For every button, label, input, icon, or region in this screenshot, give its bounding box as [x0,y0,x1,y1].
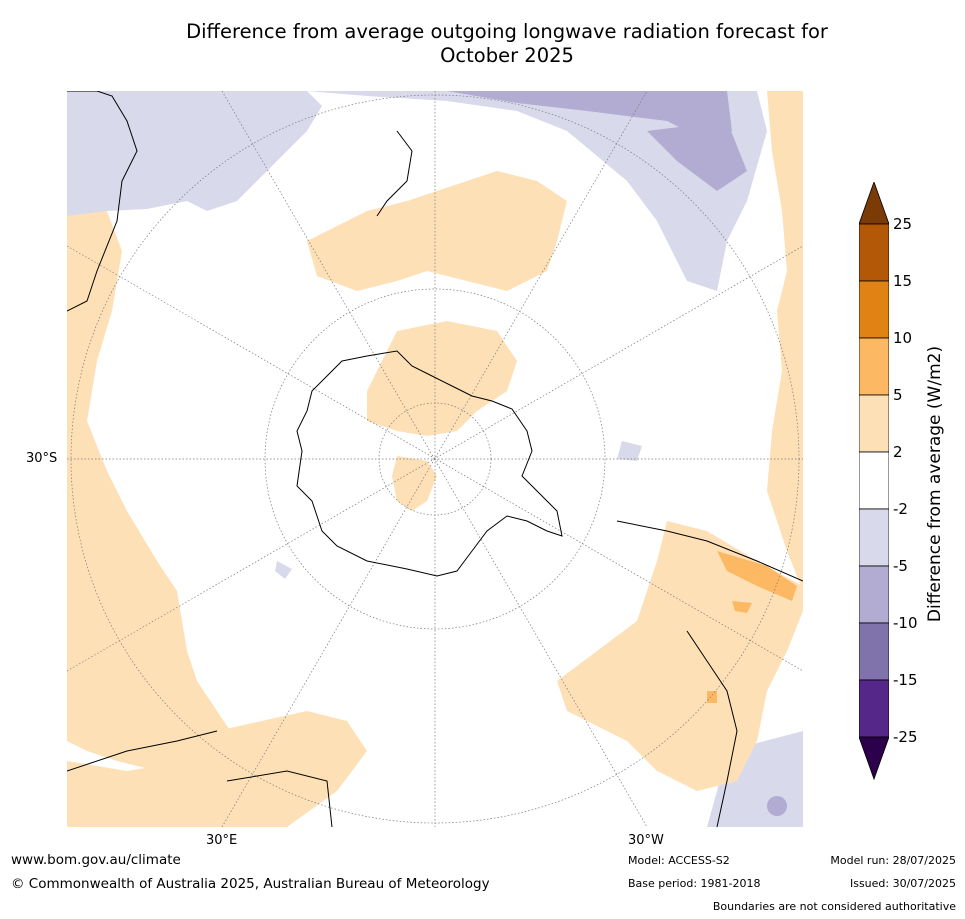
colorbar-band-10-15 [859,280,889,339]
colorbar-band-neg2-neg5 [859,508,889,567]
colorbar-band-15-25 [859,223,889,282]
model-run-date: Model run: 28/07/2025 [830,854,956,867]
model-info: Model: ACCESS-S2 [628,854,730,867]
anomaly-region-neg-strong-2 [647,121,747,191]
colorbar-band-5-10 [859,337,889,396]
anomaly-region-pos-central [367,321,517,436]
colorbar-extend-bottom [859,736,889,781]
anomaly-region-pos-mid-orange-3 [707,691,717,703]
coastline-australia [67,91,138,312]
coastline-africa [67,730,333,827]
coastline-antarctica [296,350,563,577]
chart-title: Difference from average outgoing longwav… [186,20,828,67]
longitude-label-30w: 30°W [628,833,664,848]
anomaly-region-neg-north [307,91,767,291]
colorbar-tick-label: 15 [893,272,913,290]
latitude-circle-mid [264,288,606,630]
anomaly-region-pos-south-america [557,521,803,791]
anomaly-region-neg-strong [447,91,732,141]
coastlines [67,91,803,827]
colorbar-band-neutral [859,451,889,510]
anomaly-region-pos-east [767,91,803,591]
colorbar-tick-label: -25 [893,728,918,746]
polar-map[interactable] [67,91,803,827]
graticule [67,91,803,827]
coastline-new-zealand [376,130,413,217]
colorbar-tick-label: 25 [893,215,913,233]
boundary-disclaimer: Boundaries are not considered authoritat… [712,900,956,913]
anomaly-region-pos-pole [392,456,437,511]
meridian-line-60w [67,245,803,672]
colorbar-tick-label: 2 [893,443,903,461]
colorbar [859,182,889,781]
coastline-south-america [616,520,803,827]
negative-anomaly-regions [67,91,803,827]
anomaly-region-pos-mid-orange-2 [732,601,752,613]
copyright-notice: © Commonwealth of Australia 2025, Austra… [11,876,490,892]
anomaly-region-pos-west [67,211,237,781]
positive-anomaly-regions [67,91,803,827]
map-svg [67,91,803,827]
anomaly-region-neg-small [617,441,642,461]
colorbar-band-neg15-neg25 [859,679,889,738]
base-period-info: Base period: 1981-2018 [628,877,761,890]
colorbar-tick-label: -2 [893,500,908,518]
colorbar-band-neg5-neg10 [859,565,889,624]
colorbar-tick-label: 10 [893,329,913,347]
issued-date: Issued: 30/07/2025 [849,877,956,890]
source-url-link[interactable]: www.bom.gov.au/climate [11,852,181,868]
longitude-label-30e: 30°E [206,833,238,848]
colorbar-extend-top [859,182,889,225]
anomaly-spot-neg [767,796,787,816]
colorbar-band-neg10-neg15 [859,622,889,681]
colorbar-label: Difference from average (W/m2) [925,345,945,623]
colorbar-tick-label: 5 [893,386,903,404]
anomaly-region-pos-south [67,711,367,827]
latitude-label-30s: 30°S [26,451,58,466]
anomaly-region-neg-pacific [67,91,322,221]
colorbar-tick-label: -5 [893,557,908,575]
anomaly-region-neg-small-2 [275,561,292,579]
colorbar-tick-label: -10 [893,614,918,632]
colorbar-band-2-5 [859,394,889,453]
colorbar-tick-label: -15 [893,671,918,689]
anomaly-region-pos-mid-orange [717,551,797,601]
anomaly-region-pos-pacific [307,171,567,291]
